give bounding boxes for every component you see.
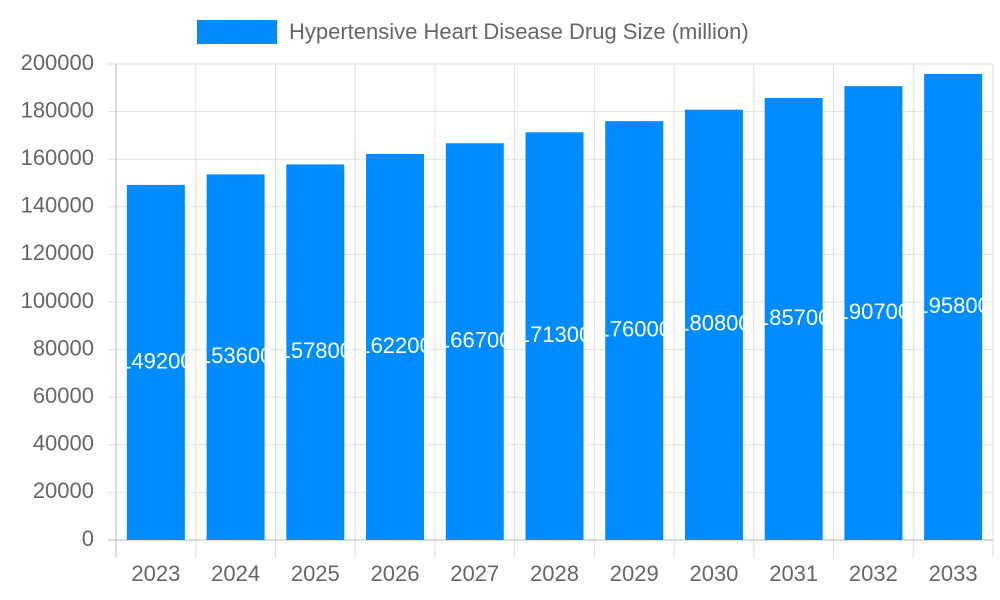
y-tick-label: 0 <box>82 526 94 551</box>
bar <box>525 132 584 540</box>
data-label: 195800 <box>916 293 989 318</box>
bar <box>206 174 265 540</box>
bar <box>286 164 345 540</box>
data-label: 176000 <box>598 316 671 341</box>
x-tick-label: 2031 <box>769 561 818 586</box>
bar <box>764 98 823 540</box>
x-tick-label: 2032 <box>849 561 898 586</box>
bar <box>684 109 743 541</box>
y-tick-label: 60000 <box>33 383 94 408</box>
data-label: 153600 <box>199 343 272 368</box>
x-tick-label: 2027 <box>450 561 499 586</box>
bar <box>126 184 185 541</box>
x-tick-label: 2026 <box>371 561 420 586</box>
y-tick-label: 180000 <box>21 97 94 122</box>
y-tick-label: 20000 <box>33 478 94 503</box>
x-tick-label: 2030 <box>689 561 738 586</box>
bar <box>605 121 664 541</box>
data-label: 171300 <box>518 322 591 347</box>
legend-swatch <box>197 20 277 44</box>
data-label: 185700 <box>757 305 830 330</box>
data-label: 190700 <box>837 299 910 324</box>
data-label: 162200 <box>358 333 431 358</box>
x-tick-label: 2029 <box>610 561 659 586</box>
bar <box>366 153 425 541</box>
y-tick-label: 200000 <box>21 50 94 75</box>
data-label: 149200 <box>119 348 192 373</box>
data-label: 157800 <box>279 338 352 363</box>
x-tick-label: 2025 <box>291 561 340 586</box>
legend-label: Hypertensive Heart Disease Drug Size (mi… <box>289 19 749 44</box>
data-label: 166700 <box>438 327 511 352</box>
x-tick-label: 2033 <box>929 561 978 586</box>
x-tick-label: 2028 <box>530 561 579 586</box>
y-tick-label: 140000 <box>21 193 94 218</box>
x-tick-label: 2024 <box>211 561 260 586</box>
x-tick-label: 2023 <box>131 561 180 586</box>
y-tick-label: 40000 <box>33 431 94 456</box>
y-tick-label: 160000 <box>21 145 94 170</box>
bar <box>924 73 983 540</box>
bar <box>844 86 903 540</box>
y-tick-label: 80000 <box>33 335 94 360</box>
data-label: 180800 <box>677 311 750 336</box>
y-tick-label: 120000 <box>21 240 94 265</box>
y-tick-label: 100000 <box>21 288 94 313</box>
bar <box>445 143 504 540</box>
